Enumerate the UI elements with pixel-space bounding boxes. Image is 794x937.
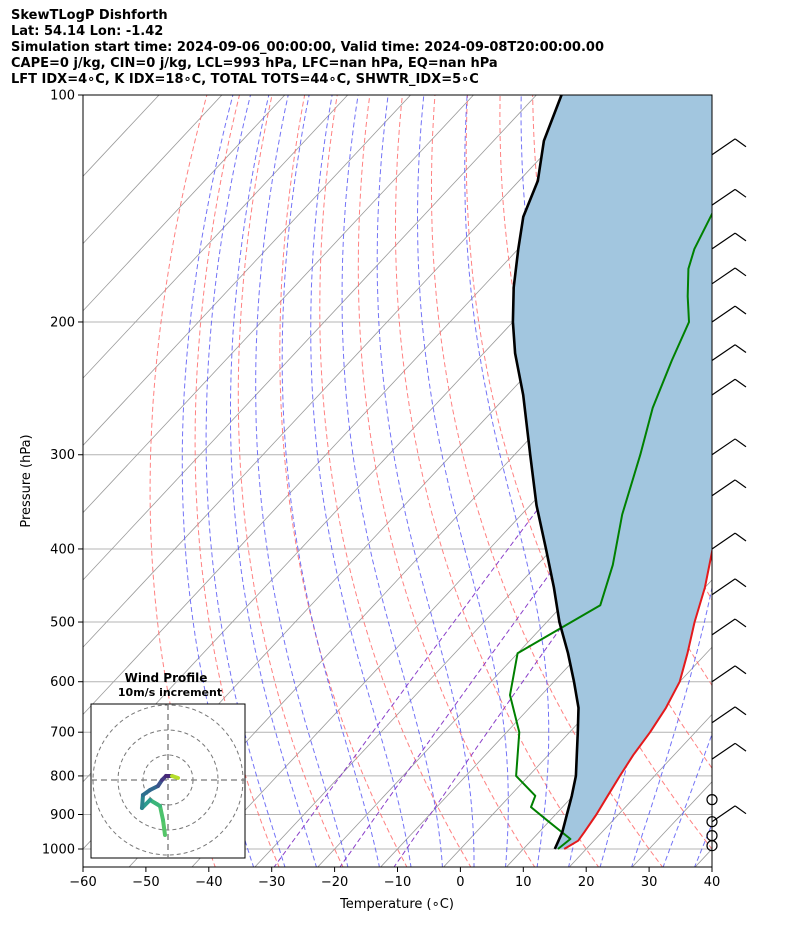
wind-barb [711, 438, 747, 456]
x-tick-label: −30 [258, 875, 285, 890]
moist-adiabat [255, 95, 349, 867]
wind-barb [711, 138, 747, 156]
dewpoint-profile-line [509, 211, 712, 850]
dry-adiabat [237, 95, 344, 867]
wind-barb [711, 479, 747, 497]
moist-adiabat [464, 95, 550, 867]
isotherm-line [83, 95, 412, 446]
x-tick-label: −20 [321, 875, 348, 890]
moist-adiabat [341, 95, 443, 867]
wind-barb [711, 805, 747, 823]
y-tick-label: 800 [50, 769, 75, 784]
wind-profile-inset: Wind Profile 10m/s increment [90, 671, 246, 859]
isotherm-line [83, 95, 223, 245]
y-axis-label: Pressure (hPa) [19, 434, 34, 527]
hodograph-segment [170, 774, 180, 780]
times-line: Simulation start time: 2024-09-06_00:00:… [11, 40, 604, 55]
y-tick-label: 400 [50, 542, 75, 557]
wind-barb [711, 232, 747, 250]
x-tick-label: 10 [515, 875, 532, 890]
x-tick-label: 40 [704, 875, 721, 890]
wind-barb [711, 188, 747, 206]
isotherm-line [128, 242, 712, 867]
inset-title: Wind Profile [125, 671, 208, 685]
x-axis-ticks: −60 −50 −40 −30 −20 −10 0 10 20 30 40 [69, 867, 720, 890]
wind-barb [711, 578, 747, 596]
calm-wind-marker [706, 840, 718, 852]
dry-adiabat [726, 84, 794, 868]
y-tick-label: 100 [50, 89, 75, 104]
wind-barb [711, 618, 747, 636]
y-axis-ticks: 100 200 300 400 500 600 700 800 900 1000 [42, 89, 83, 858]
mixing-ratio-line [339, 351, 712, 867]
moist-adiabat [416, 95, 509, 867]
wind-barb [711, 665, 747, 683]
y-tick-label: 700 [50, 726, 75, 741]
isotherm-line [568, 713, 712, 867]
x-tick-label: −60 [69, 875, 96, 890]
hodograph-segment [161, 818, 167, 837]
sounding-lines [509, 95, 712, 850]
inset-subtitle: 10m/s increment [118, 686, 222, 699]
isotherm-line [83, 95, 537, 581]
wind-barb [711, 742, 747, 760]
chart-title: SkewTLogP Dishforth [11, 8, 168, 23]
y-tick-label: 500 [50, 616, 75, 631]
wind-barb [711, 305, 747, 323]
chart-header: SkewTLogP Dishforth Lat: 54.14 Lon: -1.4… [11, 8, 604, 88]
cape-shading [512, 95, 712, 849]
moist-adiabats [181, 78, 794, 868]
x-tick-label: −50 [132, 875, 159, 890]
isotherm-line [83, 95, 286, 312]
calm-wind-marker [706, 794, 718, 806]
moist-adiabat [281, 95, 380, 867]
x-axis-label: Temperature (∘C) [339, 897, 454, 912]
moist-adiabat [230, 95, 317, 867]
moist-adiabat [376, 95, 475, 867]
isotherm-line [443, 579, 712, 867]
x-tick-label: −10 [384, 875, 411, 890]
isotherm-line [83, 95, 475, 514]
y-tick-label: 900 [50, 808, 75, 823]
dry-adiabat [279, 95, 408, 867]
wind-barb [711, 267, 747, 285]
x-tick-label: 20 [578, 875, 595, 890]
isotherm-line [83, 95, 600, 648]
temperature-profile-line [563, 546, 712, 850]
location-line: Lat: 54.14 Lon: -1.42 [11, 24, 164, 39]
moist-adiabat [631, 95, 712, 867]
indices-line-2: LFT IDX=4∘C, K IDX=18∘C, TOTAL TOTS=44∘C… [11, 72, 479, 87]
wind-barb [711, 344, 747, 362]
dry-adiabat [759, 84, 794, 868]
y-tick-label: 300 [50, 448, 75, 463]
y-tick-label: 600 [50, 675, 75, 690]
x-tick-label: 0 [456, 875, 464, 890]
wind-barb [711, 378, 747, 396]
cape-shade-area [512, 95, 712, 849]
parcel-profile-line [511, 95, 580, 850]
wind-barb [711, 706, 747, 724]
y-tick-label: 200 [50, 315, 75, 330]
y-tick-label: 1000 [42, 843, 75, 858]
moist-adiabat [310, 95, 412, 867]
calm-wind-marker [706, 816, 718, 828]
x-tick-label: 30 [641, 875, 658, 890]
dry-adiabat [357, 95, 536, 867]
isotherm-line [83, 95, 349, 379]
moist-adiabat [662, 732, 712, 867]
x-tick-label: −40 [195, 875, 222, 890]
dry-adiabat [319, 95, 472, 867]
hodograph-segment [140, 793, 145, 810]
wind-barbs [706, 138, 747, 852]
isotherm-line [380, 512, 712, 867]
wind-barb [711, 532, 747, 550]
mixing-ratio-line [393, 414, 712, 867]
moist-adiabat [205, 95, 286, 867]
hodograph-segment [158, 804, 165, 822]
moist-adiabat [726, 78, 794, 868]
indices-line-1: CAPE=0 j/kg, CIN=0 j/kg, LCL=993 hPa, LF… [11, 56, 498, 71]
